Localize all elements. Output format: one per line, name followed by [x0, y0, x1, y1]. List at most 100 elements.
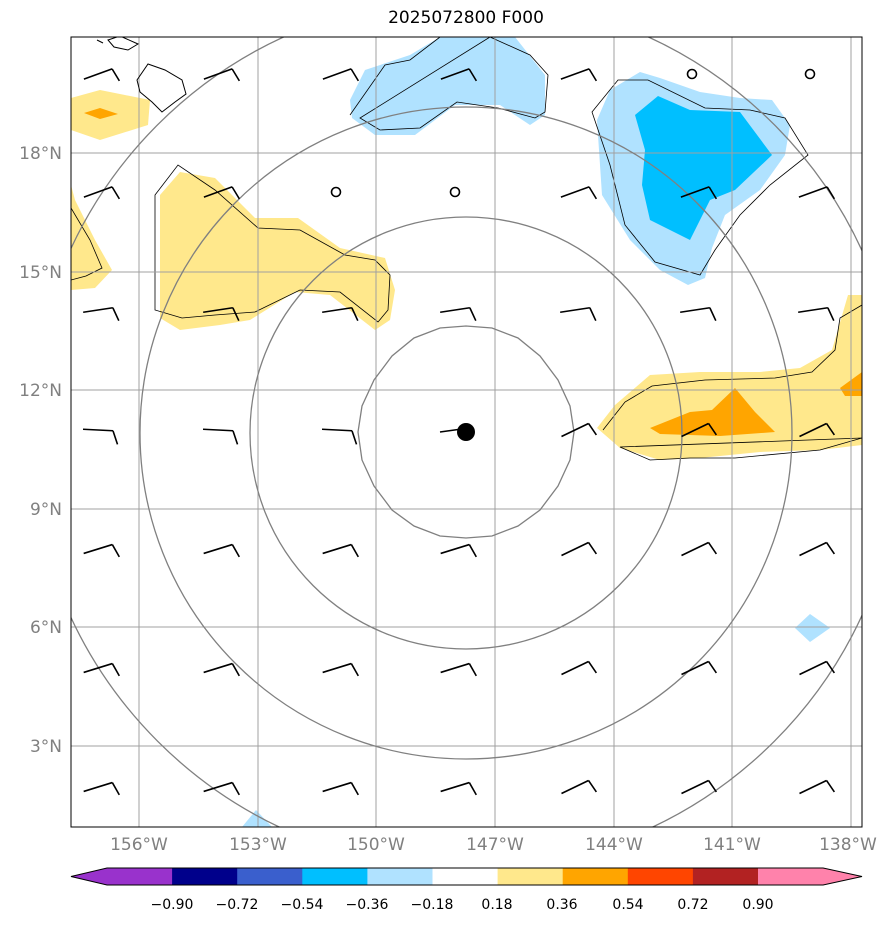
- x-tick-label: 144°W: [585, 835, 643, 855]
- colorbar: [70, 867, 863, 886]
- colorbar-extend-high: [823, 868, 862, 885]
- wind-barb: [561, 660, 598, 676]
- y-tick-label: 6°N: [30, 618, 62, 638]
- x-tick-label: 150°W: [347, 835, 405, 855]
- colorbar-label: 0.90: [742, 897, 773, 913]
- wind-barb: [681, 541, 718, 557]
- shade-yellow-west: [160, 172, 395, 330]
- wind-barb: [203, 662, 240, 677]
- wind-barb: [203, 781, 240, 796]
- colorbar-label: 0.18: [481, 897, 512, 913]
- colorbar-segment: [237, 868, 303, 885]
- wind-barb: [83, 186, 121, 200]
- wind-barb: [203, 543, 240, 558]
- colorbar-label: 0.72: [677, 897, 708, 913]
- x-tick-label: 156°W: [110, 835, 168, 855]
- colorbar-segment: [432, 868, 499, 885]
- wind-barb: [202, 428, 239, 445]
- wind-barb: [322, 781, 359, 796]
- colorbar-segment: [107, 868, 173, 885]
- contour-west: [154, 164, 391, 323]
- range-ring-1: [357, 325, 575, 539]
- colorbar-segment: [172, 868, 238, 885]
- wind-barb: [83, 781, 120, 796]
- colorbar-segment: [627, 868, 694, 885]
- x-tick-label: 141°W: [703, 835, 761, 855]
- wind-barb: [560, 68, 598, 82]
- contour-east-yellow: [602, 304, 862, 461]
- wind-barb: [440, 662, 477, 677]
- wind-barb: [440, 306, 477, 322]
- colorbar-outline: [70, 867, 863, 886]
- colorbar-label: −0.90: [151, 897, 194, 913]
- colorbar-segment: [497, 868, 564, 885]
- calm-circle: [804, 68, 816, 80]
- wind-barb: [440, 781, 477, 796]
- wind-barb: [798, 186, 836, 200]
- shade-light-blue-north: [350, 37, 545, 135]
- calm-markers: [330, 68, 816, 198]
- wind-barb: [560, 306, 597, 322]
- contour-west-edge: [71, 207, 103, 281]
- shade-yellow-east: [597, 295, 862, 460]
- shade-blue-core: [635, 96, 772, 240]
- wind-barb: [799, 660, 836, 676]
- colorbar-extend-low: [71, 868, 107, 885]
- colorbar-label: 0.36: [546, 897, 577, 913]
- wind-barb: [203, 306, 240, 322]
- wind-barb: [561, 541, 598, 557]
- shading-layer: [71, 37, 862, 827]
- colorbar-segment: [692, 868, 759, 885]
- shade-orange-northwest: [84, 108, 118, 119]
- shade-light-blue-south: [242, 810, 272, 827]
- y-tick-label: 18°N: [19, 144, 62, 164]
- wind-barb: [83, 543, 120, 558]
- x-tick-label: 153°W: [229, 835, 287, 855]
- gridlines: [71, 37, 862, 827]
- x-tick-label: 147°W: [466, 835, 524, 855]
- y-tick-label: 15°N: [19, 263, 62, 283]
- x-tick-label: 138°W: [819, 835, 877, 855]
- coastlines: [96, 37, 187, 113]
- wind-barb: [83, 68, 121, 82]
- wind-barb: [798, 306, 835, 322]
- axis-labels: 156°W 153°W 150°W 147°W 144°W 141°W 138°…: [19, 144, 877, 855]
- wind-barb: [203, 186, 241, 200]
- wind-barb: [561, 422, 598, 438]
- calm-circle: [686, 68, 698, 80]
- map-title: 2025072800 F000: [388, 8, 544, 28]
- wind-barb: [681, 660, 718, 676]
- wind-barb: [799, 541, 836, 557]
- y-tick-label: 3°N: [30, 737, 62, 757]
- wind-barb: [82, 428, 119, 445]
- colorbar-label: 0.54: [612, 897, 643, 913]
- wind-barb: [322, 68, 360, 82]
- island-small: [96, 39, 104, 44]
- wind-barb: [799, 779, 836, 795]
- colorbar-label: −0.72: [216, 897, 259, 913]
- colorbar-segment: [758, 868, 824, 885]
- contour-east: [591, 79, 809, 276]
- shade-yellow-west-edge: [71, 185, 112, 290]
- wind-barb: [440, 543, 477, 558]
- colorbar-label: −0.36: [346, 897, 389, 913]
- colorbar-label: −0.54: [281, 897, 324, 913]
- colorbar-labels: −0.90 −0.72 −0.54 −0.36 −0.18 0.18 0.36 …: [151, 897, 774, 913]
- island-hawaii: [136, 63, 187, 113]
- range-rings: [71, 37, 862, 827]
- contour-lines: [71, 37, 862, 461]
- range-ring-2: [249, 216, 683, 650]
- calm-circle: [330, 186, 342, 198]
- colorbar-segment: [562, 868, 629, 885]
- y-tick-label: 12°N: [19, 381, 62, 401]
- wind-barb: [322, 543, 359, 558]
- wind-barb: [440, 68, 478, 82]
- colorbar-segment: [302, 868, 368, 885]
- wind-barb: [322, 662, 359, 677]
- wind-barb: [561, 779, 598, 795]
- storm-center-marker: [457, 423, 475, 441]
- wind-barb: [83, 306, 120, 322]
- wind-barb: [799, 422, 836, 438]
- wind-barb: [321, 428, 358, 445]
